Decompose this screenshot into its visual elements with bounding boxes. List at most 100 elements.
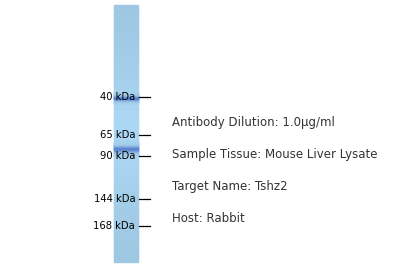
Bar	[114, 150, 138, 151]
Bar	[114, 91, 138, 92]
Bar	[114, 125, 138, 126]
Bar	[114, 151, 138, 152]
Bar	[114, 84, 138, 85]
Bar	[114, 71, 138, 72]
Bar	[114, 96, 138, 97]
Bar	[114, 31, 138, 32]
Bar	[114, 27, 138, 28]
Bar	[114, 131, 138, 132]
Bar	[114, 103, 138, 104]
Bar	[114, 44, 138, 45]
Bar	[114, 196, 138, 197]
Bar	[114, 144, 138, 145]
Bar	[114, 250, 138, 252]
Bar	[114, 96, 138, 98]
Bar	[114, 6, 138, 7]
Bar	[114, 102, 138, 103]
Bar	[114, 209, 138, 210]
Bar	[114, 148, 138, 149]
Bar	[114, 140, 138, 141]
Bar	[114, 112, 138, 113]
Bar	[114, 232, 138, 233]
Bar	[114, 149, 138, 150]
Bar	[114, 228, 138, 229]
Bar	[114, 179, 138, 180]
Bar	[114, 203, 138, 205]
Bar	[114, 235, 138, 236]
Bar	[114, 19, 138, 20]
Bar	[114, 15, 138, 17]
Bar	[114, 174, 138, 175]
Bar	[114, 254, 138, 256]
Bar	[114, 92, 138, 93]
Bar	[114, 30, 138, 31]
Bar	[114, 129, 138, 130]
Bar	[114, 177, 138, 178]
Bar	[114, 140, 138, 141]
Bar	[114, 202, 138, 203]
Bar	[114, 117, 138, 118]
Bar	[114, 172, 138, 174]
Bar	[114, 132, 138, 133]
Bar	[114, 32, 138, 34]
Bar	[114, 108, 138, 109]
Bar	[114, 225, 138, 226]
Bar	[114, 148, 138, 149]
Bar	[114, 121, 138, 122]
Bar	[114, 169, 138, 170]
Bar	[114, 98, 138, 99]
Bar	[114, 102, 138, 103]
Bar	[114, 78, 138, 80]
Bar	[114, 234, 138, 235]
Bar	[114, 54, 138, 55]
Bar	[114, 146, 138, 147]
Bar	[114, 9, 138, 10]
Text: 65 kDa: 65 kDa	[100, 130, 135, 140]
Bar	[114, 198, 138, 199]
Bar	[114, 58, 138, 59]
Bar	[114, 49, 138, 51]
Bar	[114, 93, 138, 94]
Bar	[114, 115, 138, 116]
Bar	[114, 147, 138, 148]
Bar	[114, 143, 138, 144]
Bar	[114, 149, 138, 150]
Bar	[114, 237, 138, 239]
Bar	[114, 79, 138, 81]
Bar	[114, 97, 138, 98]
Bar	[114, 86, 138, 87]
Bar	[114, 213, 138, 214]
Bar	[114, 226, 138, 227]
Bar	[114, 100, 138, 101]
Bar	[114, 11, 138, 12]
Bar	[114, 249, 138, 250]
Bar	[114, 43, 138, 44]
Bar	[114, 192, 138, 193]
Bar	[114, 256, 138, 257]
Bar	[114, 124, 138, 125]
Bar	[114, 149, 138, 150]
Bar	[114, 132, 138, 134]
Bar	[114, 142, 138, 143]
Bar	[114, 180, 138, 181]
Bar	[114, 185, 138, 186]
Bar	[114, 145, 138, 146]
Bar	[114, 38, 138, 40]
Bar	[114, 143, 138, 145]
Bar	[114, 236, 138, 237]
Bar	[114, 96, 138, 97]
Bar	[114, 22, 138, 23]
Bar	[114, 68, 138, 69]
Bar	[114, 113, 138, 115]
Bar	[114, 254, 138, 255]
Bar	[114, 153, 138, 154]
Bar	[114, 219, 138, 221]
Bar	[114, 157, 138, 158]
Bar	[114, 92, 138, 93]
Bar	[114, 168, 138, 169]
Bar	[114, 227, 138, 228]
Bar	[114, 26, 138, 27]
Bar	[114, 101, 138, 102]
Bar	[114, 244, 138, 245]
Bar	[114, 73, 138, 74]
